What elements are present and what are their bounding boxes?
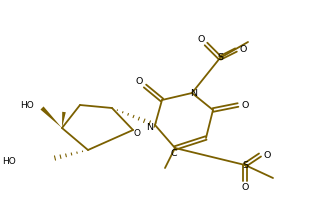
Text: N: N bbox=[147, 122, 154, 131]
Text: O: O bbox=[133, 130, 140, 139]
Polygon shape bbox=[62, 112, 66, 128]
Text: S: S bbox=[217, 54, 223, 62]
Text: S: S bbox=[242, 161, 248, 169]
Text: N: N bbox=[191, 88, 197, 98]
Text: O: O bbox=[135, 76, 143, 85]
Text: HO: HO bbox=[2, 158, 16, 167]
Text: O: O bbox=[239, 46, 247, 55]
Text: O: O bbox=[197, 34, 205, 43]
Polygon shape bbox=[40, 106, 62, 128]
Text: C: C bbox=[171, 149, 177, 158]
Text: O: O bbox=[241, 101, 249, 110]
Text: O: O bbox=[241, 184, 249, 192]
Text: O: O bbox=[263, 150, 271, 159]
Text: HO: HO bbox=[20, 101, 34, 110]
